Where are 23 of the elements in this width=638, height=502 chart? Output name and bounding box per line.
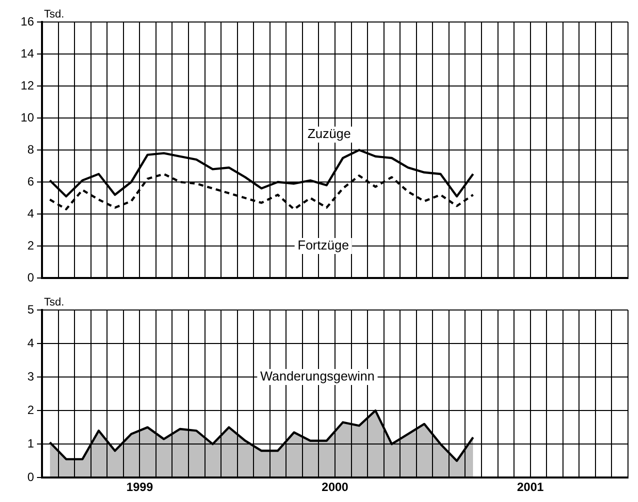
y-tick-label: 4 [27, 336, 34, 350]
y-tick-label: 4 [27, 206, 34, 220]
y-tick-label: 0 [27, 470, 34, 484]
x-tick-label: 2000 [322, 480, 349, 494]
y-tick-label: 16 [20, 14, 34, 28]
x-tick-label: 1999 [126, 480, 154, 494]
y-tick-label: 5 [27, 302, 34, 316]
y-axis-title: Tsd. [44, 296, 64, 309]
y-tick-label: 1 [27, 436, 34, 450]
series-label: Zuzüge [307, 126, 351, 142]
text: Wanderungsgewinn [260, 368, 375, 384]
text: Fortzüge [298, 238, 349, 253]
y-tick-label: 6 [27, 174, 34, 188]
y-tick-label: 3 [27, 369, 34, 384]
y-tick-label: 10 [20, 110, 34, 124]
y-tick-label: 0 [27, 270, 34, 284]
y-tick-label: 2 [27, 402, 34, 417]
y-tick-label: 14 [20, 46, 34, 60]
y-tick-label: 8 [27, 142, 34, 156]
x-tick-label: 2001 [516, 480, 544, 494]
y-tick-label: 12 [20, 78, 34, 92]
y-axis-title: Tsd. [44, 8, 64, 21]
y-tick-label: 2 [27, 238, 34, 252]
